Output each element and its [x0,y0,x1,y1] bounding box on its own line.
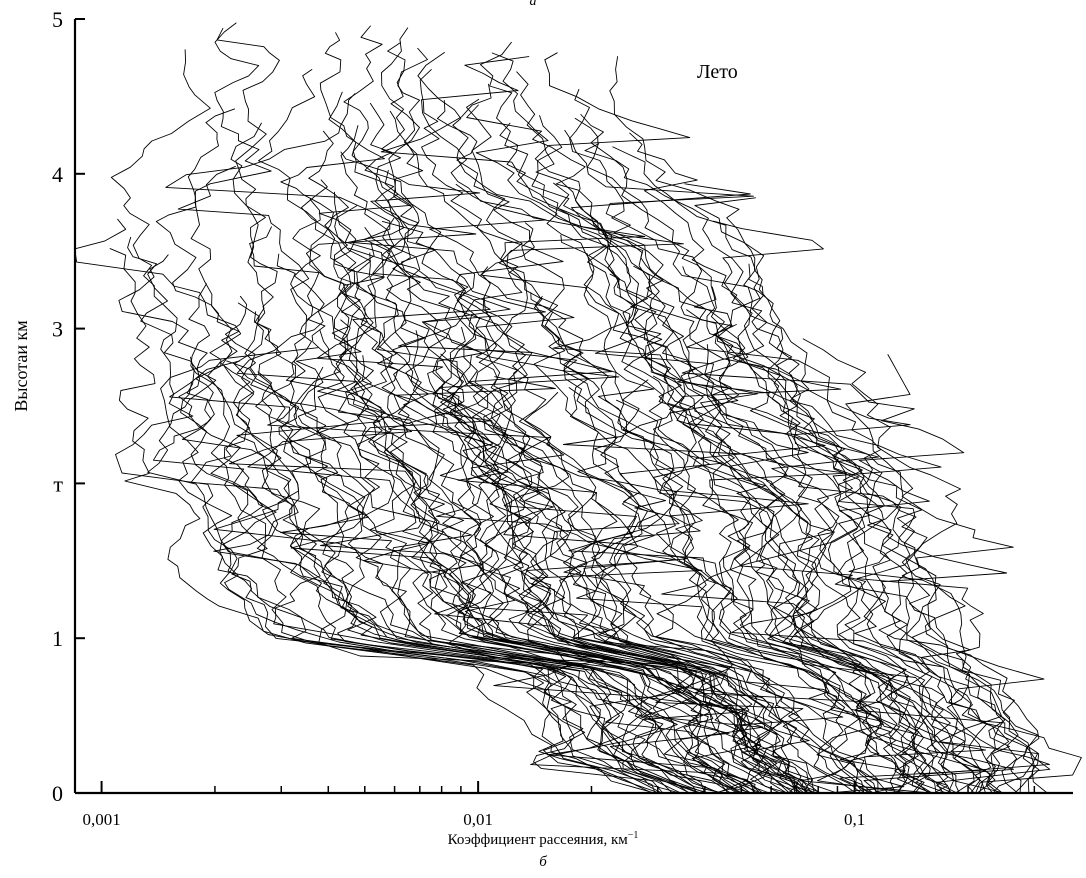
profile-line [563,387,987,794]
y-tick-label-4: 4 [52,162,63,187]
profile-line [219,361,691,794]
profile-line [569,88,1051,794]
profile-line [562,183,1050,794]
profile-line [530,292,865,794]
profile-line [228,191,738,794]
profile-line [499,389,782,794]
profile-line [213,311,723,794]
profile-line [258,69,751,794]
profile-line [743,263,1010,794]
profile-line [479,41,931,794]
annotation-leto: Лето [697,61,738,83]
profile-line [475,52,925,794]
y-tick-label-2: т [53,471,63,496]
profile-line [468,314,838,794]
profile-line [384,169,805,794]
profile-line [687,324,992,794]
profile-line [181,356,700,794]
profile-line [524,392,874,794]
profile-line [616,399,906,794]
profile-line [397,47,857,794]
x-tick-label-1: 0,01 [463,810,493,829]
profile-line [457,296,986,794]
profile-line [466,104,937,794]
profile-line [534,52,938,794]
profile-line [348,27,820,794]
profile-line [429,183,815,794]
profile-line [160,347,655,794]
profile-line [257,371,729,794]
profile-line [118,254,664,794]
profile-line [560,234,923,794]
profile-line [713,220,1010,794]
profile-line [594,310,952,794]
profile-line [297,366,721,794]
x-axis-label-text: Коэффициент рассеяния, км [448,832,629,848]
x-axis-label: Коэффициент рассеяния, км−1 [448,830,639,848]
profile-line [466,98,897,794]
profile-line [521,222,1005,794]
profile-line [686,309,993,794]
profile-line [319,330,757,794]
profile-line [612,146,1040,794]
panel-label: б [539,854,547,870]
profile-line [276,253,731,794]
profile-line [110,49,656,794]
profile-line [534,296,1014,794]
profile-line [387,56,870,794]
y-ticks: 0 1 т 3 4 5 [52,7,85,806]
profile-line [372,110,905,794]
x-axis-label-unit-superscript: −1 [628,830,639,841]
x-tick-label-2: 0,1 [844,810,865,829]
profile-line [499,122,911,794]
profile-line [440,353,803,794]
profile-line [364,227,796,794]
profile-line [693,286,1082,794]
profile-line [127,236,663,794]
x-ticks: 0,001 0,01 0,1 [82,781,1036,829]
y-tick-label-3: 3 [52,317,63,342]
y-axis-label: Высотаи км [11,320,31,411]
y-tick-label-5: 5 [52,7,63,32]
profile-line [224,295,730,794]
x-tick-label-0: 0,001 [82,810,120,829]
profile-line [417,52,889,794]
profile-line [177,165,740,794]
profile-line [652,375,929,794]
profile-line [230,122,706,794]
profile-line [280,32,761,794]
profile-line [380,83,932,794]
profile-line [603,228,960,794]
top-panel-letter: а [530,0,537,9]
profile-line [334,205,790,794]
profile-line [436,99,884,794]
profile-line [333,319,756,794]
profile-line [357,355,749,794]
profile-line [441,326,817,794]
profile-line [387,42,816,794]
profile-line [305,151,762,794]
profile-lines [74,22,1082,794]
profile-line [155,108,702,794]
profile-line [609,273,933,794]
profile-line [481,266,781,794]
profile-line [190,302,690,794]
profile-line [564,129,953,794]
profile-line [356,252,781,794]
profile-line [516,71,933,794]
profile-line [704,344,981,794]
profile-line [343,25,844,794]
y-tick-label-0: 0 [52,781,63,806]
profile-line [580,114,1008,794]
profile-line [74,218,682,794]
profile-line [169,360,720,794]
profile-line [109,248,660,794]
profile-line [190,22,673,794]
profile-line [412,330,822,794]
profile-line [574,117,996,794]
profile-line [845,354,1035,794]
y-tick-label-1: 1 [52,626,63,651]
profile-line [557,337,865,794]
